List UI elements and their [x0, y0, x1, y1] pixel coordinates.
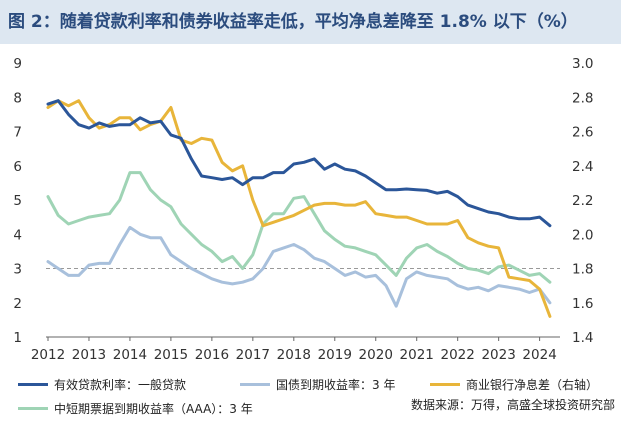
legend-item-loan-rate: 有效贷款利率：一般贷款 [18, 376, 186, 393]
x-tick-label: 2021 [400, 347, 434, 363]
data-source: 数据来源：万得，高盛全球投资研究部 [410, 398, 615, 412]
y2-tick-label: 2.0 [572, 227, 593, 243]
y-tick-label: 3 [13, 262, 22, 278]
legend-label-nim: 商业银行净息差（右轴） [466, 378, 599, 392]
y2-tick-label: 1.6 [572, 296, 593, 312]
y-tick-label: 5 [13, 193, 22, 209]
y-tick-label: 6 [13, 159, 22, 175]
legend-item-gov-bond: 国债到期收益率：3 年 [240, 376, 395, 393]
y2-tick-label: 2.8 [572, 90, 593, 106]
y-tick-label: 9 [13, 56, 22, 72]
legend-swatch-gov-bond [240, 383, 270, 386]
legend-item-mtn: 中短期票据到期收益率（AAA）：3 年 [18, 400, 253, 417]
x-tick-label: 2022 [440, 347, 474, 363]
legend-swatch-mtn [18, 407, 48, 410]
legend-swatch-loan-rate [18, 383, 48, 386]
legend-label-gov-bond: 国债到期收益率：3 年 [276, 378, 396, 392]
x-tick-label: 2020 [359, 347, 393, 363]
x-tick-label: 2012 [31, 347, 65, 363]
series-gov-bond-3y [46, 225, 552, 308]
series-net-interest-margin [46, 99, 552, 318]
y-tick-label: 2 [13, 296, 22, 312]
x-tick-label: 2016 [195, 347, 229, 363]
x-tick-label: 2015 [154, 347, 188, 363]
y-tick-label: 7 [13, 125, 22, 141]
line-chart: 1 2 3 4 5 6 7 8 9 1.4 1.6 1.8 2.0 2.2 2.4 2.6 2.8 3.0 2012… [13, 56, 593, 363]
legend-label-loan-rate: 有效贷款利率：一般贷款 [54, 378, 187, 392]
x-tick-label: 2019 [318, 347, 352, 363]
y-tick-label: 1 [13, 330, 22, 346]
x-tick-label: 2024 [522, 347, 556, 363]
x-tick-label: 2017 [236, 347, 270, 363]
series-mtn-aaa-3y [46, 171, 552, 284]
x-tick-label: 2023 [481, 347, 515, 363]
chart-title: 图 2：随着贷款利率和债券收益率走低，平均净息差降至 1.8% 以下（%） [0, 0, 621, 44]
legend-item-nim: 商业银行净息差（右轴） [430, 376, 598, 393]
y2-tick-label: 3.0 [572, 56, 593, 72]
legend: 有效贷款利率：一般贷款 国债到期收益率：3 年 商业银行净息差（右轴） 中短期票… [0, 370, 621, 428]
legend-label-mtn: 中短期票据到期收益率（AAA）：3 年 [54, 402, 253, 416]
series-loan-rate [46, 99, 552, 228]
legend-swatch-nim [430, 383, 460, 386]
x-tick-label: 2013 [72, 347, 106, 363]
y2-tick-label: 2.6 [572, 125, 593, 141]
x-tick-label: 2018 [277, 347, 311, 363]
y2-tick-label: 1.8 [572, 262, 593, 278]
x-tick-label: 2014 [113, 347, 147, 363]
y2-tick-label: 2.2 [572, 193, 593, 209]
y2-tick-label: 1.4 [572, 330, 593, 346]
y2-tick-label: 2.4 [572, 159, 593, 175]
y-tick-label: 4 [13, 227, 22, 243]
y-tick-label: 8 [13, 90, 22, 106]
